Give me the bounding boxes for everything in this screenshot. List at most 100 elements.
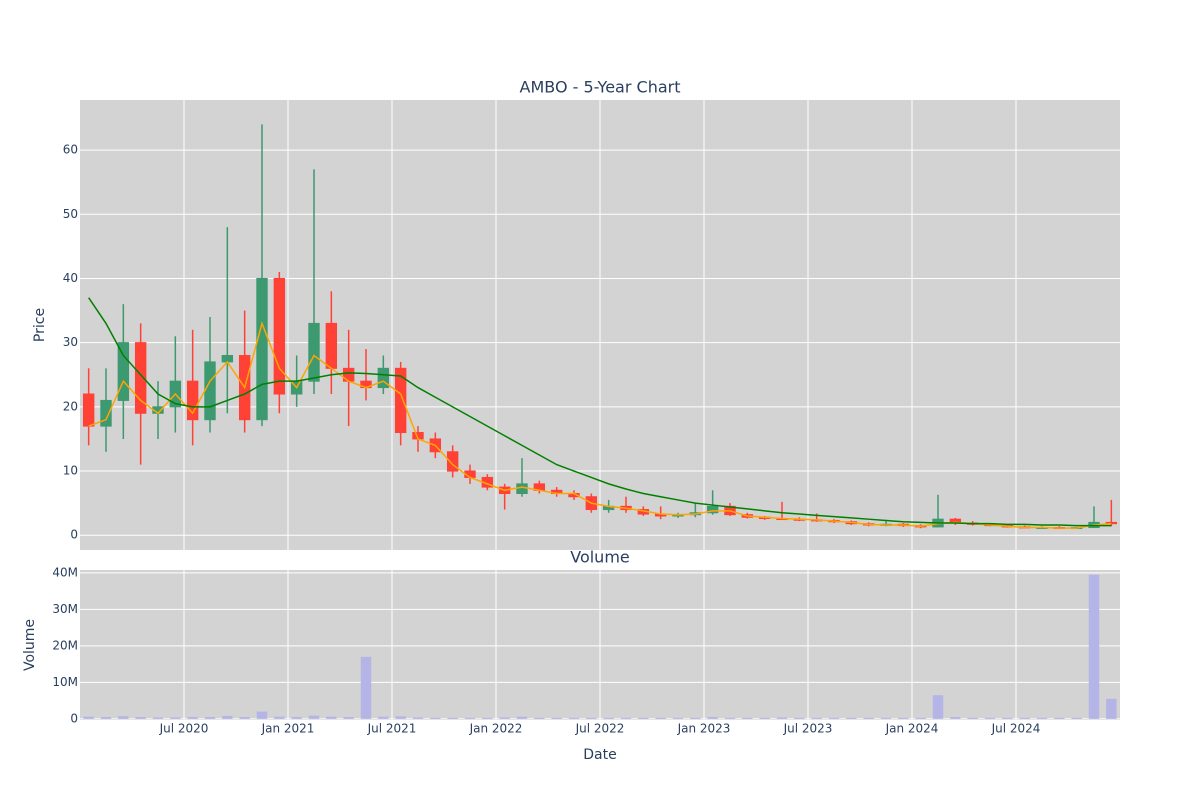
volume-bar: [603, 717, 614, 719]
volume-bar: [170, 717, 181, 719]
y-tick-label: 10: [63, 464, 78, 478]
candle-body: [516, 483, 528, 495]
candle-body: [273, 277, 286, 395]
volume-bar: [412, 717, 424, 719]
y-axis-label: Volume: [22, 619, 38, 671]
y-tick-label: 20M: [52, 638, 78, 652]
volume-bar: [759, 717, 770, 719]
x-tick-label: Jan 2022: [469, 722, 523, 736]
volume-bar: [620, 717, 632, 719]
volume-bar: [274, 716, 285, 719]
volume-bar: [568, 717, 580, 719]
volume-bar: [447, 717, 458, 719]
volume-bar: [100, 717, 112, 719]
y-tick-label: 40: [63, 271, 78, 285]
y-tick-label: 40M: [52, 565, 78, 579]
y-tick-label: 50: [63, 207, 78, 221]
volume-bar: [551, 717, 562, 719]
volume-bar: [430, 717, 441, 719]
candle-body: [256, 277, 268, 421]
candle-body: [446, 451, 459, 472]
candle-body: [706, 505, 719, 514]
volume-bar: [1036, 717, 1048, 719]
volume-bar: [499, 717, 510, 719]
volume-bar: [794, 717, 805, 719]
candle-body: [325, 322, 338, 369]
volume-bar: [1054, 717, 1065, 719]
candle-body: [377, 367, 390, 389]
volume-bar: [378, 716, 389, 719]
volume-bar: [967, 717, 978, 719]
candle-body: [204, 361, 216, 421]
volume-bar: [776, 717, 788, 719]
candle-body: [308, 322, 320, 382]
candle-body: [134, 342, 147, 414]
volume-bar: [308, 715, 320, 719]
volume-bar: [724, 717, 736, 719]
volume-bar: [846, 717, 857, 719]
volume-bar: [187, 717, 198, 719]
volume-bar: [932, 695, 944, 719]
y-tick-label: 0: [70, 528, 78, 542]
volume-bar: [1002, 717, 1013, 719]
volume-bar: [464, 717, 476, 719]
y-tick-label: 20: [63, 399, 78, 413]
y-tick-label: 60: [63, 143, 78, 157]
candle-body: [117, 342, 130, 401]
volume-bar: [655, 717, 666, 719]
volume-bar: [707, 717, 718, 719]
chart-title: AMBO - 5-Year Chart: [520, 78, 681, 97]
volume-bar: [950, 717, 961, 719]
y-tick-label: 30M: [52, 602, 78, 616]
volume-bar: [742, 717, 753, 719]
x-tick-label: Jan 2023: [677, 722, 731, 736]
x-tick-label: Jan 2024: [885, 722, 939, 736]
volume-bar: [291, 717, 302, 719]
x-tick-label: Jul 2020: [159, 722, 209, 736]
volume-bar: [1088, 574, 1100, 719]
x-tick-label: Jul 2023: [783, 722, 833, 736]
volume-bar: [326, 716, 337, 719]
x-axis-label: Date: [583, 747, 616, 763]
volume-bar: [898, 717, 909, 719]
volume-bar: [638, 717, 649, 719]
volume-bar: [1019, 717, 1030, 719]
volume-bar: [343, 717, 354, 719]
volume-bar: [204, 717, 216, 719]
volume-bar: [915, 717, 926, 719]
moving-average-line: [88, 297, 1112, 527]
x-tick-label: Jul 2022: [575, 722, 625, 736]
candle-body: [394, 367, 407, 434]
volume-bar: [586, 717, 597, 719]
y-tick-label: 0: [70, 711, 78, 725]
volume-bar: [83, 716, 94, 719]
volume-bar: [256, 711, 268, 719]
volume-bar: [482, 717, 493, 719]
volume-bar: [880, 717, 892, 719]
volume-bar: [984, 717, 996, 719]
subplot-title: Volume: [570, 548, 630, 567]
volume-bar: [690, 717, 701, 719]
x-tick-label: Jul 2024: [991, 722, 1041, 736]
y-tick-label: 30: [63, 335, 78, 349]
candle-body: [100, 399, 112, 427]
x-tick-label: Jan 2021: [261, 722, 315, 736]
volume-bar: [152, 717, 164, 719]
y-tick-label: 10M: [52, 675, 78, 689]
volume-bar: [863, 717, 874, 719]
volume-bar: [135, 717, 146, 719]
volume-bar: [1071, 717, 1082, 719]
volume-bar: [828, 717, 840, 719]
volume-bar: [239, 717, 250, 719]
volume-bar: [516, 716, 528, 719]
volume-bar: [395, 716, 406, 719]
volume-bar: [1106, 698, 1117, 719]
volume-bar: [811, 717, 822, 719]
x-tick-label: Jul 2021: [367, 722, 417, 736]
volume-bar: [360, 656, 372, 719]
candle-body: [82, 393, 95, 427]
volume-bar: [672, 717, 684, 719]
candle-body: [186, 380, 199, 421]
